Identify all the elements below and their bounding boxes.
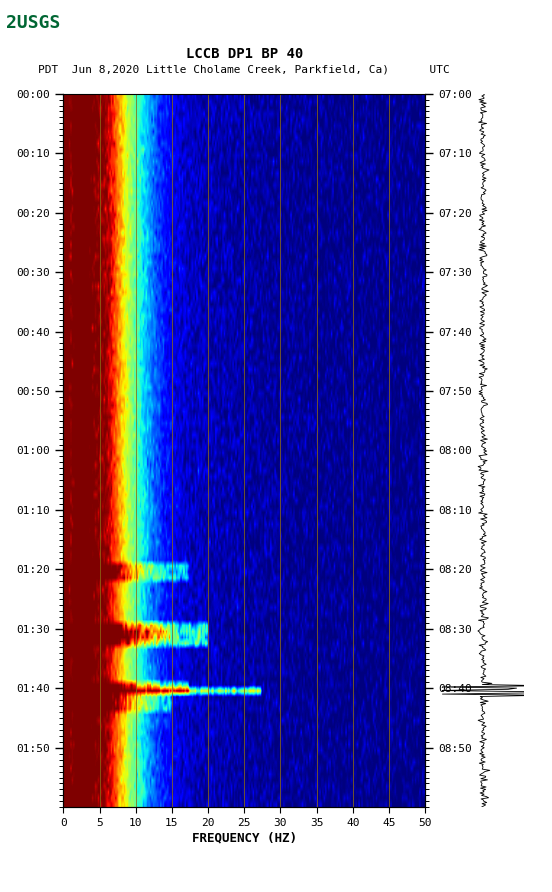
Text: LCCB DP1 BP 40: LCCB DP1 BP 40 (185, 46, 303, 61)
X-axis label: FREQUENCY (HZ): FREQUENCY (HZ) (192, 832, 297, 845)
Text: PDT  Jun 8,2020 Little Cholame Creek, Parkfield, Ca)      UTC: PDT Jun 8,2020 Little Cholame Creek, Par… (39, 64, 450, 75)
Text: 2USGS: 2USGS (6, 14, 60, 32)
